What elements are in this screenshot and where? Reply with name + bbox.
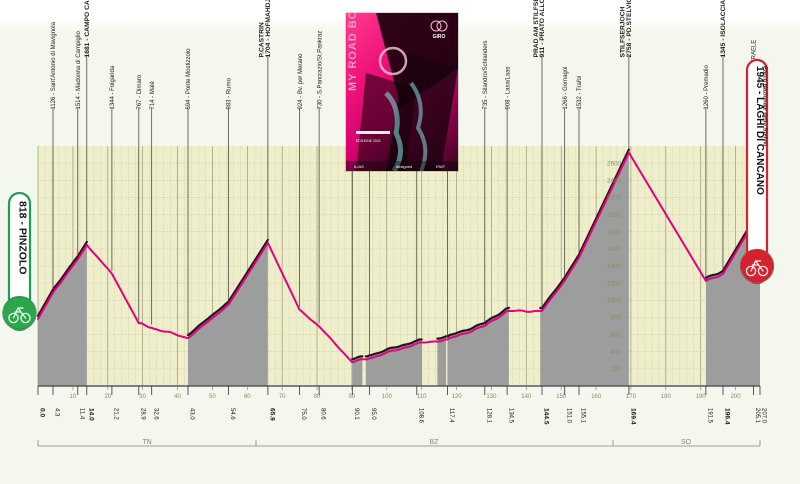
svg-text:90.1: 90.1	[353, 408, 359, 420]
svg-text:170: 170	[626, 394, 637, 400]
svg-text:151.0: 151.0	[565, 408, 571, 424]
svg-text:80.6: 80.6	[320, 408, 326, 420]
svg-text:2600: 2600	[607, 160, 622, 167]
svg-text:160: 160	[591, 394, 602, 400]
svg-text:911 - PRATO ALLO STELVIO: 911 - PRATO ALLO STELVIO	[539, 0, 546, 58]
svg-text:908 - Lasa/Laas: 908 - Lasa/Laas	[505, 66, 511, 109]
svg-text:2200: 2200	[607, 195, 622, 202]
svg-text:SO: SO	[681, 439, 692, 446]
svg-text:117.4: 117.4	[448, 408, 454, 423]
svg-text:GIRO: GIRO	[433, 34, 446, 40]
svg-text:767 - Dimaro: 767 - Dimaro	[137, 74, 143, 109]
svg-text:600: 600	[610, 332, 621, 339]
svg-text:1345 - ISOLACCIA VALDIDENTRO: 1345 - ISOLACCIA VALDIDENTRO	[720, 0, 727, 58]
svg-text:180: 180	[661, 394, 672, 400]
svg-text:11.4: 11.4	[78, 408, 84, 420]
svg-text:200: 200	[731, 394, 742, 400]
svg-text:134.5: 134.5	[508, 408, 514, 424]
svg-text:155.1: 155.1	[580, 408, 586, 424]
svg-text:110: 110	[417, 394, 427, 400]
svg-text:983 - Rumo: 983 - Rumo	[227, 77, 233, 109]
svg-text:EDIZIONE 2024: EDIZIONE 2024	[356, 139, 381, 143]
svg-text:60: 60	[244, 394, 251, 400]
svg-text:1532 - Trafoi: 1532 - Trafoi	[577, 76, 583, 110]
svg-text:196.4: 196.4	[724, 408, 731, 425]
svg-text:924 - Bv. per Merano: 924 - Bv. per Merano	[298, 53, 304, 110]
svg-text:1000: 1000	[607, 298, 622, 305]
svg-text:28.9: 28.9	[139, 408, 145, 420]
svg-text:10: 10	[70, 394, 77, 400]
svg-text:21.2: 21.2	[113, 408, 119, 420]
svg-text:80: 80	[314, 394, 321, 400]
svg-text:191.5: 191.5	[707, 408, 713, 424]
svg-text:735 - Silandro/Schlanders: 735 - Silandro/Schlanders	[483, 40, 489, 109]
svg-text:1514 - Madonna di Campiglio: 1514 - Madonna di Campiglio	[76, 30, 82, 109]
svg-text:205.1: 205.1	[754, 408, 760, 424]
svg-text:1800: 1800	[607, 229, 622, 236]
svg-text:20: 20	[104, 394, 111, 400]
svg-text:0.0: 0.0	[39, 408, 46, 417]
svg-text:190: 190	[696, 394, 707, 400]
svg-text:P.CASTRIN: P.CASTRIN	[259, 22, 266, 57]
svg-text:140: 140	[521, 394, 532, 400]
svg-text:1704 - HOFMAHDJOCH: 1704 - HOFMAHDJOCH	[265, 0, 272, 58]
svg-text:30: 30	[139, 394, 146, 400]
svg-text:4.3: 4.3	[54, 408, 60, 417]
svg-text:120: 120	[452, 394, 463, 400]
svg-text:50: 50	[209, 394, 216, 400]
svg-text:1260 - Premadio: 1260 - Premadio	[704, 64, 710, 109]
svg-text:730 - S.Pancrazio/St.Pankraz: 730 - S.Pancrazio/St.Pankraz	[317, 31, 323, 110]
svg-text:2000: 2000	[607, 212, 622, 219]
svg-text:MY ROAD BOOK: MY ROAD BOOK	[347, 13, 359, 91]
svg-text:130: 130	[486, 394, 497, 400]
svg-text:800: 800	[610, 315, 621, 322]
svg-text:144.5: 144.5	[543, 408, 550, 425]
svg-text:STILFSERJOCH: STILFSERJOCH	[620, 6, 627, 57]
svg-text:43.0: 43.0	[189, 408, 195, 420]
svg-text:54.6: 54.6	[229, 408, 235, 420]
svg-text:2758 - PD.STELVIO: 2758 - PD.STELVIO	[626, 0, 633, 58]
svg-text:818 - PINZOLO: 818 - PINZOLO	[17, 201, 29, 275]
svg-text:1266 - Gomagoi: 1266 - Gomagoi	[563, 66, 569, 109]
svg-text:169.4: 169.4	[630, 408, 637, 425]
svg-text:65.9: 65.9	[269, 408, 276, 421]
svg-text:400: 400	[610, 349, 621, 356]
svg-text:32.6: 32.6	[152, 408, 158, 420]
svg-text:40: 40	[174, 394, 181, 400]
svg-text:1400: 1400	[607, 263, 622, 270]
svg-text:150: 150	[556, 394, 567, 400]
svg-text:Parco Nazionale dello Stelvio: Parco Nazionale dello Stelvio	[762, 66, 768, 147]
svg-text:TN: TN	[142, 439, 151, 446]
svg-text:1344 - Folgarida: 1344 - Folgarida	[110, 65, 116, 109]
svg-text:714 - Malè: 714 - Malè	[150, 80, 156, 109]
svg-text:594 - Ponte Mostizzolo: 594 - Ponte Mostizzolo	[186, 48, 192, 110]
svg-text:108.6: 108.6	[417, 408, 423, 424]
svg-text:128.1: 128.1	[485, 408, 491, 424]
svg-text:95.0: 95.0	[370, 408, 376, 420]
svg-text:BZ: BZ	[430, 439, 440, 446]
svg-text:2400: 2400	[607, 178, 622, 185]
svg-text:PRAD AM STILFSERJOCH: PRAD AM STILFSERJOCH	[533, 0, 540, 58]
svg-text:designed: designed	[396, 164, 412, 169]
svg-text:207.0: 207.0	[761, 408, 767, 424]
svg-text:200: 200	[610, 366, 621, 373]
svg-text:1681 - CAMPO CARLO MAGNO: 1681 - CAMPO CARLO MAGNO	[84, 0, 91, 58]
svg-text:70: 70	[279, 394, 286, 400]
svg-text:14.0: 14.0	[87, 408, 94, 421]
svg-text:1126 - Sant'Antonio di Mavigno: 1126 - Sant'Antonio di Mavignola	[51, 21, 57, 109]
svg-text:ILIAS: ILIAS	[354, 164, 364, 169]
svg-text:1200: 1200	[607, 280, 622, 287]
svg-text:ENIT: ENIT	[436, 164, 446, 169]
svg-text:100: 100	[382, 394, 393, 400]
svg-text:1600: 1600	[607, 246, 622, 253]
svg-text:75.0: 75.0	[300, 408, 306, 420]
